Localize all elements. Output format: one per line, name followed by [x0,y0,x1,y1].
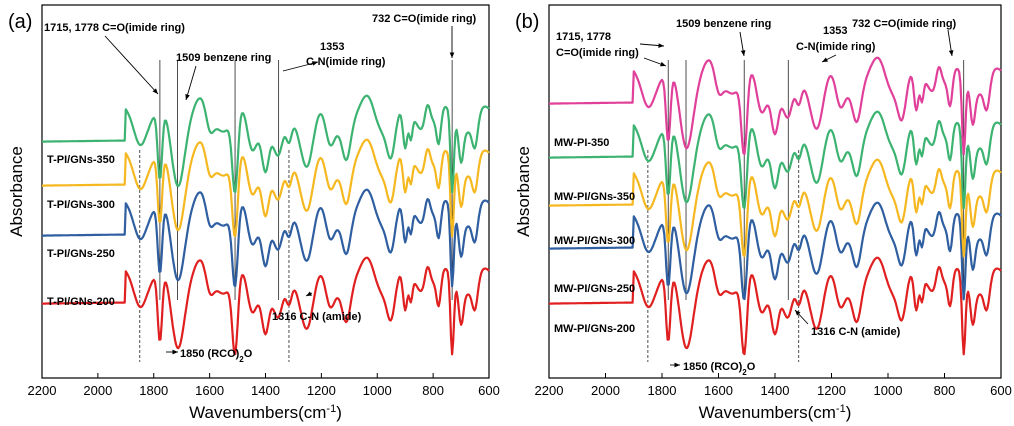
x-tick-label: 1200 [307,383,336,398]
annotation-label: C-N(imide ring) [306,56,386,68]
arrow-head [152,88,158,94]
series-label: MW-PI/GNs-250 [554,283,635,295]
arrow-head [795,310,801,316]
series-line [549,110,1002,210]
x-axis-title: Wavenumbers(cm-1) [699,403,852,422]
annotation-arrow [282,61,319,72]
annotation-arrow [185,65,197,101]
arrow-head [449,52,455,58]
annotation-label: 1509 benzene ring [676,18,771,30]
y-axis-title: Absorbance [514,146,533,237]
annotation-label: 1850 (RCO)2O [180,348,253,364]
panel-label: (b) [515,11,539,33]
panel-label: (a) [8,11,32,33]
x-axis-title: Wavenumbers(cm-1) [189,403,342,422]
x-tick-label: 1000 [874,383,903,398]
x-tick-label: 1800 [648,383,677,398]
series-label: T-PI/GNs-200 [47,296,115,308]
y-axis-title: Absorbance [7,146,26,237]
series-label: MW-PI/GNs-300 [554,235,635,247]
x-tick-label: 2000 [83,383,112,398]
annotation-label: 1316 C-N (amide) [272,311,362,323]
arrow-head [660,61,666,67]
annotation-label: 1316 C-N (amide) [811,326,901,338]
series-line [42,256,490,356]
annotation-label: 1850 (RCO)2O [683,361,756,377]
arrow-head [740,50,746,56]
x-tick-label: 800 [422,383,444,398]
series-line [42,188,490,288]
annotation-label: 1353 [823,25,847,37]
arrow-head [822,57,828,62]
series-line [42,138,490,238]
arrow-head [658,43,664,48]
arrow-head [185,94,190,100]
x-tick-label: 2200 [28,383,57,398]
annotation-label: 732 C=O(imide ring) [372,13,477,25]
x-tick-label: 2200 [535,383,564,398]
series-line [549,201,1002,301]
series-label: MW-PI/GNs-200 [554,323,635,335]
series-line [549,56,1002,156]
arrow-head [306,291,312,296]
series-label: MW-PI-350 [554,137,609,149]
x-tick-label: 2000 [591,383,620,398]
annotation-label: 732 C=O(imide ring) [852,18,957,30]
arrow-head [674,362,680,368]
series-line [549,256,1002,356]
x-tick-label: 600 [990,383,1012,398]
annotation-label: C-N(imide ring) [796,41,876,53]
annotation-label: 1509 benzene ring [176,52,271,64]
arrow-head [948,50,954,56]
x-tick-label: 1000 [363,383,392,398]
x-tick-label: 1800 [139,383,168,398]
x-tick-label: 1400 [761,383,790,398]
annotation-label: 1715, 1778 C=O(imide ring) [44,22,185,34]
panel-b-chart: (b) 2200 2000 1800 1600 1400 1200 1000 800 600 Wav… [514,4,1012,422]
x-tick-label: 1400 [251,383,280,398]
x-tick-label: 1600 [704,383,733,398]
series-label: T-PI/GNs-250 [47,248,115,260]
annotation-label: 1353 [320,41,344,53]
x-tick-label: 1600 [195,383,224,398]
series-label: T-PI/GNs-300 [47,199,115,211]
series-line [42,94,490,194]
panel-a-chart: (a) 2200 2000 1800 1600 1400 1200 1000 800 600 Wav… [7,4,500,422]
arrow-head [172,349,178,355]
x-tick-label: 600 [478,383,500,398]
annotation-label: C=O(imide ring) [556,47,639,59]
series-line [549,158,1002,258]
annotation-arrow [104,35,159,95]
x-tick-label: 800 [934,383,956,398]
series-label: T-PI/GNs-350 [47,154,115,166]
x-tick-label: 1200 [817,383,846,398]
series-label: MW-PI/GNs-350 [554,191,635,203]
arrow-head [312,61,318,66]
annotation-label: 1715, 1778 [556,31,611,43]
